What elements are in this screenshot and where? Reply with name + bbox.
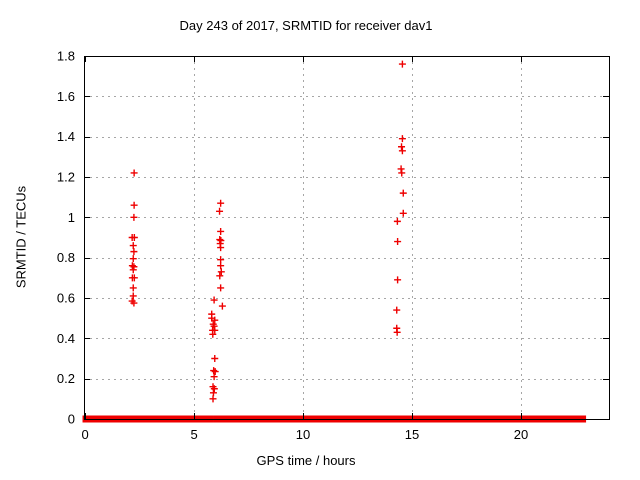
y-tick-labels: 0 0.2 0.4 0.6 0.8 1 1.2 1.4 1.6 1.8 — [57, 49, 75, 427]
y-tick-label: 1.4 — [57, 129, 75, 144]
data-point-marker — [211, 355, 219, 362]
data-point-marker — [216, 272, 224, 280]
y-tick-label: 0.8 — [57, 250, 75, 265]
y-tick-label: 0.2 — [57, 371, 75, 386]
data-point-marker — [128, 262, 136, 270]
x-tick-label: 5 — [190, 427, 197, 442]
tick-marks — [84, 56, 609, 420]
x-tick-label: 20 — [514, 427, 528, 442]
data-point-marker — [130, 234, 138, 241]
data-point-marker — [217, 268, 225, 276]
data-point-marker — [130, 169, 138, 177]
data-point-marker — [398, 143, 406, 151]
data-point-marker — [210, 385, 218, 393]
data-point-marker — [217, 262, 225, 270]
data-point-marker — [216, 207, 224, 215]
data-point-marker — [217, 284, 225, 292]
x-tick-label: 0 — [81, 427, 88, 442]
y-tick-label: 1.8 — [57, 49, 75, 64]
data-point-marker — [210, 367, 218, 375]
data-point-marker — [393, 306, 401, 314]
data-point-marker — [399, 189, 407, 197]
data-point-marker — [129, 255, 137, 263]
data-point-marker — [217, 244, 225, 252]
data-point-marker — [394, 276, 402, 284]
x-axis-label: GPS time / hours — [256, 453, 356, 468]
data-point-marker — [398, 60, 406, 68]
x-tick-labels: 0 5 10 15 20 — [81, 427, 528, 442]
data-point-marker — [217, 199, 225, 207]
data-point-marker — [130, 299, 138, 307]
data-point-marker — [130, 213, 138, 221]
data-point-marker — [398, 135, 406, 143]
chart-title: Day 243 of 2017, SRMTID for receiver dav… — [179, 18, 433, 33]
data-point-marker — [217, 227, 225, 235]
data-point-marker — [129, 266, 137, 274]
x-tick-label: 15 — [405, 427, 419, 442]
data-point-marker — [209, 389, 217, 397]
y-tick-label: 0.4 — [57, 331, 75, 346]
data-point-marker — [130, 248, 138, 256]
data-point-marker — [394, 238, 402, 246]
y-tick-label: 1.6 — [57, 89, 75, 104]
plot-border — [84, 56, 610, 420]
data-point-marker — [211, 316, 219, 324]
y-tick-label: 0 — [68, 412, 75, 427]
data-point-marker — [393, 328, 401, 336]
data-point-marker — [130, 274, 138, 282]
data-point-marker — [398, 147, 406, 155]
y-tick-label: 1.2 — [57, 170, 75, 185]
data-point-marker — [393, 217, 401, 225]
gridlines — [84, 56, 609, 419]
data-point-marker — [209, 395, 217, 403]
data-point-marker — [209, 330, 217, 338]
data-point-marker — [217, 256, 225, 264]
data-point-marker — [130, 201, 138, 209]
data-point-marker — [211, 326, 219, 334]
data-point-marker — [129, 292, 137, 300]
data-point-marker — [398, 169, 406, 177]
x-tick-label: 10 — [296, 427, 310, 442]
data-point-marker — [129, 284, 137, 292]
data-point-marker — [210, 373, 218, 381]
data-point-marker — [399, 209, 407, 217]
data-points — [128, 60, 407, 403]
y-axis-label: SRMTID / TECUs — [13, 185, 29, 289]
data-point-marker — [211, 368, 219, 376]
data-point-marker — [218, 302, 226, 310]
y-tick-label: 0.6 — [57, 291, 75, 306]
data-point-marker — [210, 296, 218, 304]
y-tick-label: 1 — [68, 210, 75, 225]
data-point-marker — [129, 242, 137, 250]
